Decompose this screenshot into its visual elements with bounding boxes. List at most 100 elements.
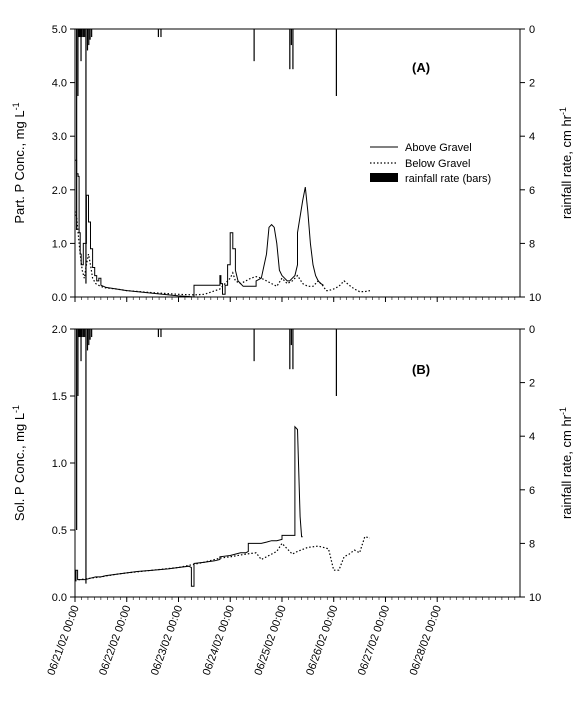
panel-b-left-axis-ticks: 0.0 0.5 1.0 1.5 2.0 — [52, 324, 75, 604]
x-tick-label: 06/27/02 00:00 — [356, 604, 392, 677]
panel-b-rainfall-bar — [77, 329, 79, 396]
x-tick-label: 06/23/02 00:00 — [149, 604, 185, 677]
panel-b-rainfall-bar — [88, 329, 90, 346]
legend-rainfall-swatch — [370, 173, 398, 182]
panel-b-y2-tick-label: 0 — [529, 324, 535, 336]
panel-b-plot-frame — [74, 328, 521, 598]
x-tick-label: 06/24/02 00:00 — [201, 604, 237, 677]
legend-rainfall-label: rainfall rate (bars) — [405, 173, 491, 185]
panel-b-y-tick-label: 0.0 — [52, 592, 67, 604]
panel-b-rainfall-bar — [76, 329, 78, 530]
panel-a-rainfall-bar — [91, 29, 93, 38]
panel-b-y2-axis-title-text: rainfall rate, cm hr — [559, 414, 574, 519]
panel-b-y2-tick-label: 6 — [529, 485, 535, 497]
panel-b-y-axis-title-unit: -1 — [11, 405, 21, 413]
panel-a: 0.0 1.0 2.0 3.0 4.0 5.0 0 2 4 6 8 10 (A) Part. P C… — [11, 24, 574, 304]
x-tick-label: 06/21/02 00:00 — [45, 604, 81, 677]
panel-b-y2-tick-label: 10 — [529, 592, 541, 604]
panel-a-y2-tick-label: 10 — [529, 292, 541, 304]
panel-b-y2-tick-label: 2 — [529, 378, 535, 390]
panel-a-label: (A) — [412, 60, 430, 75]
panel-a-rainfall-bar — [253, 29, 255, 62]
panel-b-rainfall-bar — [292, 329, 294, 370]
panel-b-rainfall-bars — [76, 329, 337, 584]
panel-b-y-axis-title: Sol. P Conc., mg L-1 — [11, 405, 27, 521]
panel-b-rainfall-bar — [290, 329, 292, 346]
panel-b-rainfall-bar — [80, 329, 82, 362]
panel-a-right-axis-ticks: 0 2 4 6 8 10 — [520, 24, 541, 304]
panel-a-above-gravel-line — [75, 159, 324, 298]
x-tick-label: 06/26/02 00:00 — [304, 604, 340, 677]
x-tick-label: 06/25/02 00:00 — [252, 604, 288, 677]
panel-a-y-tick-label: 3.0 — [52, 131, 67, 143]
panel-a-rainfall-bar — [292, 29, 294, 70]
panel-a-y2-axis-title: rainfall rate, cm hr-1 — [558, 107, 574, 219]
panel-a-x-axis-ticks — [74, 297, 516, 302]
panel-b-rainfall-bar — [253, 329, 255, 362]
panel-a-rainfall-bar — [84, 29, 86, 38]
panel-a-y2-axis-title-unit: -1 — [558, 107, 568, 115]
panel-b-x-axis-ticks: 06/21/02 00:00 06/22/02 00:00 06/23/02 00:… — [45, 597, 516, 677]
panel-b-label: (B) — [412, 362, 430, 377]
panel-a-rainfall-bar — [289, 29, 291, 70]
panel-b-rainfall-bar — [78, 329, 80, 338]
panel-b-rainfall-bar — [89, 329, 91, 340]
panel-b-rainfall-bar — [157, 329, 159, 338]
legend-above-gravel-label: Above Gravel — [405, 142, 472, 154]
panel-b-y2-axis-title: rainfall rate, cm hr-1 — [558, 407, 574, 519]
panel-b-y-axis-title-text: Sol. P Conc., mg L — [12, 413, 27, 521]
panel-b-y2-tick-label: 8 — [529, 538, 535, 550]
panel-a-y2-axis-title-text: rainfall rate, cm hr — [559, 114, 574, 219]
panel-a-rainfall-bar — [78, 29, 80, 38]
panel-b-above-gravel-series — [75, 425, 303, 587]
panel-a-rainfall-bar — [82, 29, 84, 38]
x-tick-label: 06/28/02 00:00 — [408, 604, 444, 677]
panel-a-plot-frame — [74, 28, 521, 298]
panel-b-below-gravel-series — [75, 535, 371, 581]
panel-a-rainfall-bar — [290, 29, 292, 46]
panel-a-rainfall-bar — [80, 29, 82, 62]
panel-a-y-tick-label: 2.0 — [52, 185, 67, 197]
panel-a-y-axis-title-unit: -1 — [11, 102, 21, 110]
panel-a-y-axis-title-text: Part. P Conc., mg L — [12, 110, 27, 223]
panel-b-rainfall-bar — [91, 329, 93, 338]
panel-a-y2-tick-label: 2 — [529, 78, 535, 90]
panel-a-above-gravel-series — [75, 159, 324, 298]
panel-b-right-axis-ticks: 0 2 4 6 8 10 — [520, 324, 541, 604]
panel-a-rainfall-bar — [79, 29, 81, 38]
panel-b-y2-axis-title-unit: -1 — [558, 407, 568, 415]
panel-b-below-gravel-line — [75, 535, 371, 581]
panel-a-y-tick-label: 5.0 — [52, 24, 67, 36]
panel-a-y2-tick-label: 8 — [529, 238, 535, 250]
panel-a-rainfall-bar — [76, 29, 78, 230]
panel-b-rainfall-bar — [79, 329, 81, 338]
panel-a-y2-tick-label: 0 — [529, 24, 535, 36]
x-tick-label: 06/22/02 00:00 — [97, 604, 133, 677]
panel-b-y2-tick-label: 4 — [529, 431, 535, 443]
panel-b-y-tick-label: 1.5 — [52, 391, 67, 403]
panel-a-y-axis-title: Part. P Conc., mg L-1 — [11, 102, 27, 223]
panel-b-rainfall-bar — [160, 329, 162, 338]
panel-b-y-tick-label: 1.0 — [52, 458, 67, 470]
panel-a-rainfall-bar — [160, 29, 162, 38]
panel-b-rainfall-bar — [85, 329, 87, 584]
panel-b-y-tick-label: 2.0 — [52, 324, 67, 336]
panel-b-rainfall-bar — [86, 329, 89, 351]
panel-a-rainfall-bar — [88, 29, 90, 46]
panel-a-rainfall-bar — [89, 29, 91, 40]
panel-b-rainfall-bar — [82, 329, 84, 338]
panel-a-rainfall-bar — [157, 29, 159, 38]
panel-a-y-tick-label: 4.0 — [52, 78, 67, 90]
panel-a-y2-tick-label: 4 — [529, 131, 535, 143]
legend: Above Gravel Below Gravel rainfall rate … — [370, 142, 491, 185]
panel-b-y-tick-label: 0.5 — [52, 525, 67, 537]
panel-a-rainfall-bar — [335, 29, 337, 96]
panel-a-y-tick-label: 1.0 — [52, 238, 67, 250]
panel-a-rainfall-bar — [85, 29, 87, 284]
panel-b-rainfall-bar — [84, 329, 86, 338]
panel-a-y2-tick-label: 6 — [529, 185, 535, 197]
panel-a-below-gravel-line — [74, 211, 371, 296]
panel-a-rainfall-bar — [77, 29, 79, 96]
